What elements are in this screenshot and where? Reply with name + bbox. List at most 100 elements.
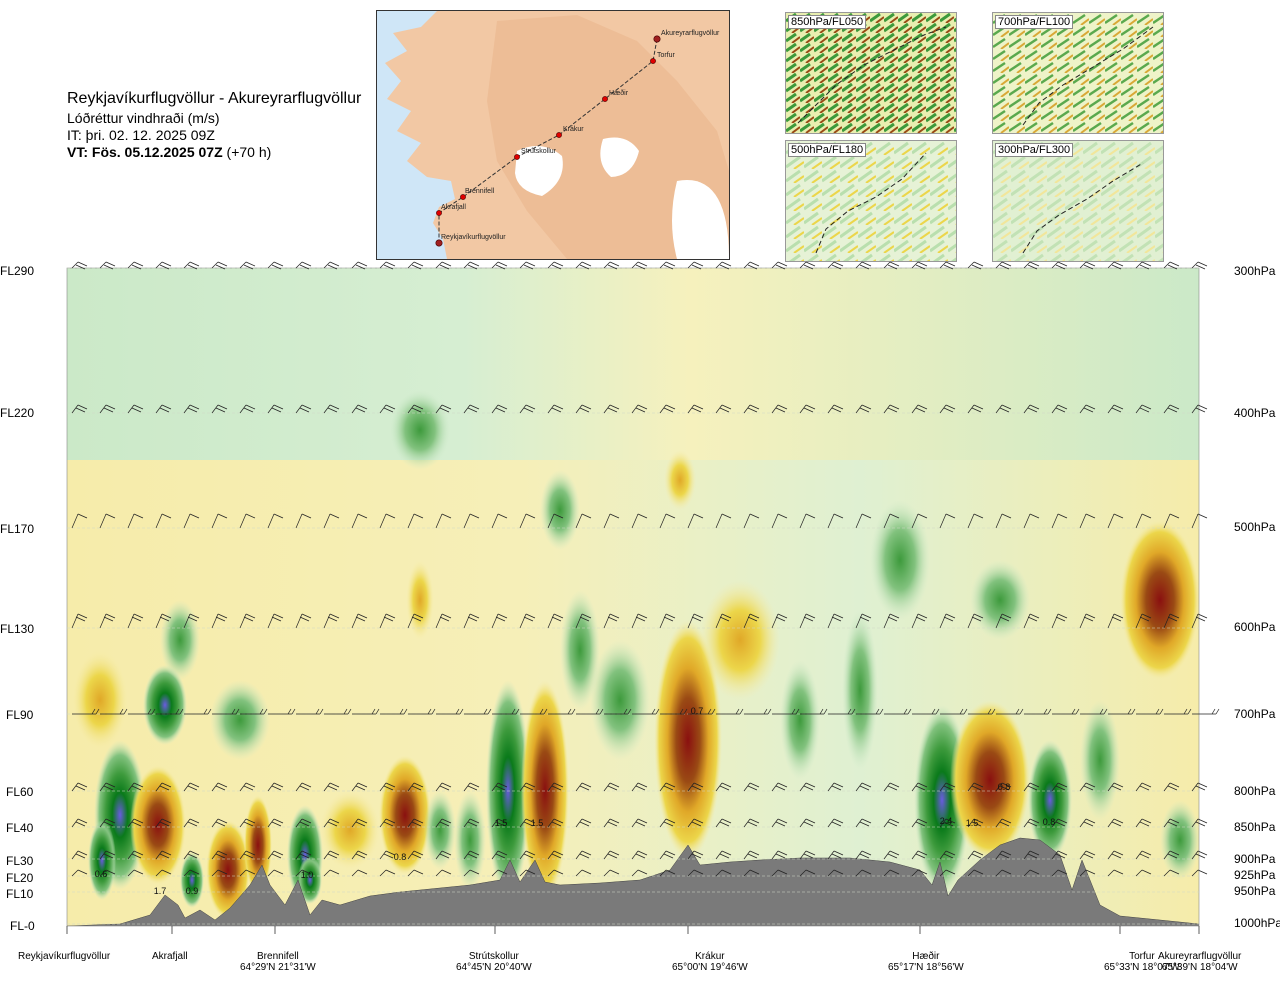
wind-barb	[799, 782, 816, 792]
wind-barb	[463, 869, 480, 877]
wind-barb	[492, 708, 520, 715]
wind-barb	[379, 261, 396, 270]
wind-barb	[715, 513, 732, 529]
wind-barb	[1136, 708, 1164, 715]
wind-barb	[1051, 782, 1068, 792]
wind-barb	[631, 404, 648, 414]
wind-barb	[883, 818, 900, 828]
wind-barb	[1023, 261, 1040, 270]
hpa-label-950: 950hPa	[1234, 884, 1276, 898]
wind-barb	[687, 869, 704, 877]
station-coord: 64°45'N 20°40'W	[456, 962, 532, 973]
pressure-level-lines	[67, 267, 1199, 925]
thumbnail-300hpa[interactable]: 300hPa/FL300	[992, 140, 1164, 262]
wind-barb	[827, 782, 844, 792]
wind-barb	[380, 708, 408, 715]
wind-barb	[659, 850, 676, 860]
wind-barb	[1135, 818, 1152, 828]
wind-barb	[547, 513, 564, 529]
wind-barb	[519, 869, 536, 877]
wind-barb	[575, 404, 592, 414]
station-coord: 65°00'N 19°46'W	[672, 962, 748, 973]
wind-barb	[211, 850, 228, 860]
wind-barb	[883, 782, 900, 792]
thumbnail-700hpa[interactable]: 700hPa/FL100	[992, 12, 1164, 134]
map-highlands	[487, 15, 729, 259]
wind-barb	[155, 404, 172, 414]
contour-value-label: 0.7	[691, 706, 704, 716]
thumbnail-500hpa[interactable]: 500hPa/FL180	[785, 140, 957, 262]
wind-barb	[1164, 708, 1192, 715]
wind-barb	[1079, 404, 1096, 414]
wind-barb	[1192, 708, 1220, 715]
wind-barb	[71, 782, 88, 792]
wind-barb	[911, 782, 928, 792]
wind-barb	[631, 869, 648, 877]
wind-barb	[435, 869, 452, 877]
station-label-krakur: Krákur 65°00'N 19°46'W	[672, 951, 748, 973]
wind-barb	[603, 850, 620, 860]
wind-barb	[491, 782, 508, 792]
wind-barb	[967, 850, 984, 860]
wind-barb	[575, 261, 592, 270]
wind-barb	[127, 818, 144, 828]
wind-barb	[603, 261, 620, 270]
hpa-label-850: 850hPa	[1234, 820, 1276, 834]
wind-barb	[491, 613, 508, 629]
wind-barb	[631, 513, 648, 529]
wind-barb	[351, 613, 368, 629]
station-name: Akrafjall	[152, 951, 188, 962]
wind-barb	[379, 818, 396, 828]
wind-barb	[1135, 613, 1152, 629]
hpa-label-700: 700hPa	[1234, 707, 1276, 721]
wind-barb	[295, 850, 312, 860]
wind-barb	[351, 404, 368, 414]
wind-barb	[771, 818, 788, 828]
wind-barb	[71, 818, 88, 828]
wind-barb	[799, 261, 816, 270]
wind-barb	[715, 869, 732, 877]
velocity-cell	[1080, 700, 1120, 820]
velocity-cell	[870, 500, 930, 620]
wind-barb	[211, 404, 228, 414]
wind-barb	[155, 261, 172, 270]
wind-barb	[939, 818, 956, 828]
velocity-cell	[1160, 800, 1199, 880]
wind-barb	[99, 613, 116, 629]
wind-barb	[799, 513, 816, 529]
wind-barb	[939, 261, 956, 270]
station-name: Krákur	[695, 951, 725, 962]
wind-barb	[660, 708, 688, 715]
wind-barb	[323, 782, 340, 792]
wind-barb	[1191, 869, 1208, 877]
wind-barb	[463, 782, 480, 792]
wind-barb	[911, 613, 928, 629]
wind-barb	[939, 404, 956, 414]
wind-barb	[267, 513, 284, 529]
velocity-cell	[88, 820, 116, 900]
wind-barb	[1079, 869, 1096, 877]
wind-barb	[967, 782, 984, 792]
velocity-cell	[521, 680, 569, 900]
thumbnail-850hpa[interactable]: 850hPa/FL050	[785, 12, 957, 134]
wind-barb	[631, 261, 648, 270]
wind-barb	[239, 261, 256, 270]
wind-barb	[491, 850, 508, 860]
wind-barb	[1051, 513, 1068, 529]
route-point-marker	[435, 239, 443, 247]
wind-barb	[799, 869, 816, 877]
route-map-svg: Akureyrarflugvöllur Torfur Hæðir Krákur Strú…	[377, 11, 729, 259]
wind-barb	[1079, 513, 1096, 529]
wind-barb	[267, 818, 284, 828]
wind-barb	[463, 404, 480, 414]
velocity-cell	[454, 790, 486, 890]
wind-barb	[296, 708, 324, 715]
wind-barb	[435, 782, 452, 792]
wind-barb	[939, 513, 956, 529]
wind-barb	[1135, 869, 1152, 877]
wind-barb	[323, 869, 340, 877]
wind-barb	[183, 782, 200, 792]
wind-barb	[519, 782, 536, 792]
wind-barb	[603, 782, 620, 792]
